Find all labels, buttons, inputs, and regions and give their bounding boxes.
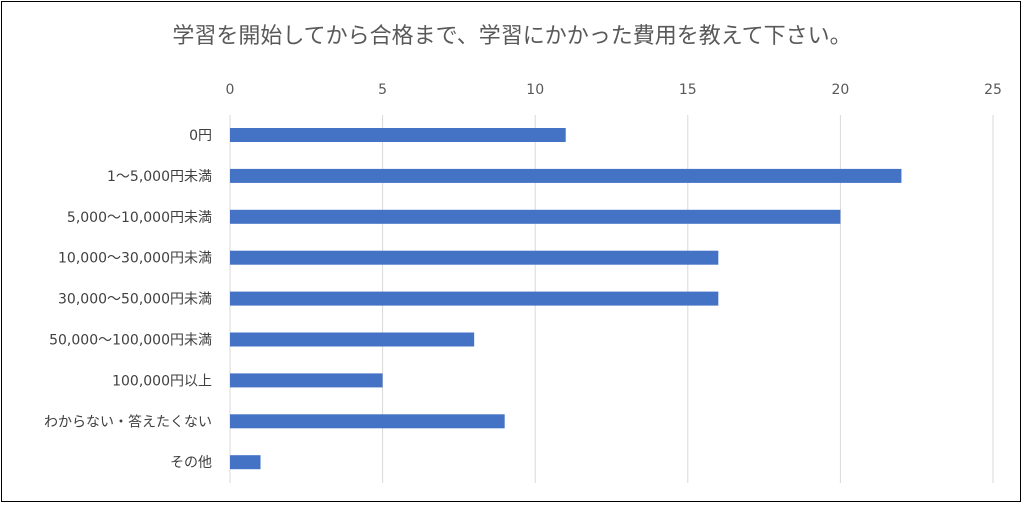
category-labels: 0円 1～5,000円未満 5,000～10,000円未満 10,000～30,000… [44,128,212,471]
category-label: 10,000～30,000円未満 [58,251,212,267]
bar [230,209,841,224]
x-tick-label: 20 [831,82,849,98]
x-tick-label: 15 [679,82,697,98]
bar [230,291,719,306]
x-tick-label: 0 [226,82,235,98]
x-tick-label: 10 [526,82,544,98]
category-label: 50,000～100,000円未満 [49,333,212,349]
bar [230,332,475,347]
category-label: 5,000～10,000円未満 [67,210,212,226]
bar [230,128,566,142]
chart-title: 学習を開始してから合格まで、学習にかかった費用を教えて下さい。 [172,24,852,49]
category-label: 1～5,000円未満 [107,169,212,185]
category-label: 30,000～50,000円未満 [58,292,212,308]
bars [230,128,902,470]
bar [230,250,719,265]
category-label: わからない・答えたくない [44,413,212,430]
x-tick-label: 5 [378,82,387,98]
x-tick-label: 25 [984,82,1002,98]
bar [230,414,505,429]
category-label: その他 [170,455,212,471]
bar [230,373,383,388]
bar [230,168,902,183]
bar [230,455,261,470]
category-label: 0円 [189,128,212,144]
category-label: 100,000円以上 [112,373,212,389]
x-tick-labels: 0 5 10 15 20 25 [226,82,1002,98]
